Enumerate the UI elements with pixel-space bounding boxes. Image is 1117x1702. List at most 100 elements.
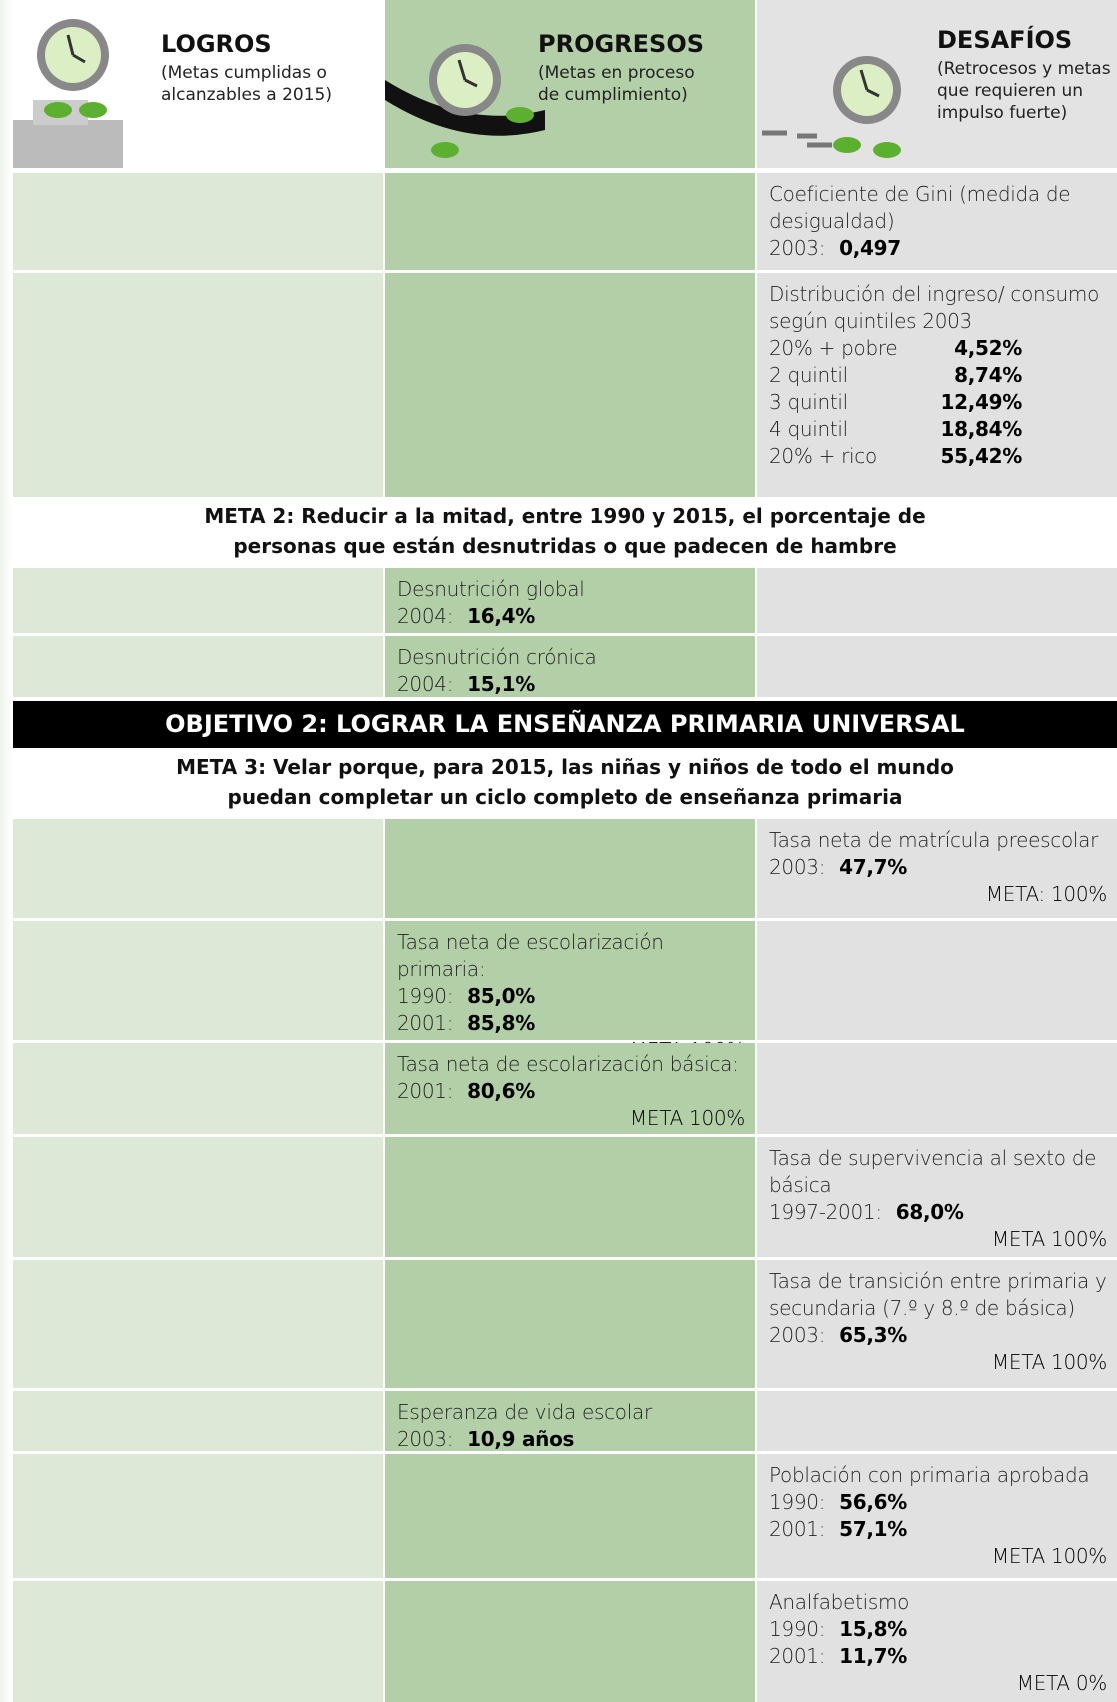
line-label: 2 quintil <box>769 363 848 387</box>
cell-desafios: Tasa de supervivencia al sexto de básica… <box>757 1137 1117 1257</box>
cell-line: META 100% <box>397 1105 745 1132</box>
line-label: Desnutrición global <box>397 577 585 601</box>
line-label: 2001: <box>397 1011 454 1035</box>
cell-logros <box>13 1581 383 1702</box>
table-row: Población con primaria aprobada 1990: 56,6… <box>13 1454 1117 1578</box>
line-value: 57,1% <box>839 1517 908 1541</box>
cell-progresos <box>385 1581 755 1702</box>
cell-line: 2001: 80,6% <box>397 1078 745 1105</box>
cell-line: Tasa de transición entre primaria y secu… <box>769 1268 1107 1322</box>
cell-desafios <box>757 568 1117 633</box>
cell-line: Tasa neta de escolarización básica: <box>397 1051 745 1078</box>
cell-line: 2001: 11,7% <box>769 1643 1107 1670</box>
header-progresos: PROGRESOS (Metas en proceso de cumplimie… <box>385 0 755 168</box>
line-value: 10,9 años <box>467 1427 575 1451</box>
line-label: 2004: <box>397 672 454 696</box>
line-value: 55,42% <box>940 444 1022 468</box>
line-label: Tasa neta de escolarización primaria: <box>397 930 664 981</box>
objective-bar: OBJETIVO 2: LOGRAR LA ENSEÑANZA PRIMARIA… <box>13 701 1117 748</box>
header: LOGROS (Metas cumplidas o alcanzables a … <box>13 0 1117 170</box>
cell-progresos: Desnutrición global 2004: 16,4% <box>385 568 755 633</box>
line-label: 2001: <box>397 1079 454 1103</box>
line-label: 1997-2001: <box>769 1200 882 1224</box>
column-title: DESAFÍOS <box>937 26 1073 54</box>
cell-line: META 0% <box>769 1670 1108 1697</box>
cell-line: META 100% <box>769 1543 1107 1570</box>
line-value: 18,84% <box>940 417 1022 441</box>
line-value: 47,7% <box>839 855 908 879</box>
line-label: 1990: <box>769 1617 826 1641</box>
cell-line: Desnutrición crónica <box>397 644 745 671</box>
cell-desafios <box>757 1043 1117 1134</box>
line-label: Tasa neta de matrícula preescolar <box>769 828 1099 852</box>
cell-logros <box>13 1137 383 1257</box>
line-value: 15,1% <box>467 672 536 696</box>
line-label: Distribución del ingreso/ consumo según … <box>769 282 1100 333</box>
cell-line: 3 quintil 12,49% <box>769 389 1107 416</box>
cell-progresos: Esperanza de vida escolar 2003: 10,9 años <box>385 1391 755 1451</box>
line-value: 68,0% <box>895 1200 964 1224</box>
line-label: 2001: <box>769 1644 826 1668</box>
cell-line: 2003: 47,7% <box>769 854 1107 881</box>
header-logros: LOGROS (Metas cumplidas o alcanzables a … <box>13 0 383 168</box>
meta-target: META 100% <box>629 1106 745 1130</box>
table-row: Coeficiente de Gini (medida de desiguald… <box>13 173 1117 270</box>
table-row: Desnutrición crónica 2004: 15,1% <box>13 636 1117 697</box>
meta-target: META 0% <box>1016 1671 1108 1695</box>
line-label: Analfabetismo <box>769 1590 910 1614</box>
line-label: 3 quintil <box>769 390 848 414</box>
icon <box>385 44 545 158</box>
cell-line: 20% + rico 55,42% <box>769 443 1107 470</box>
cell-line: Tasa neta de escolarización primaria: <box>397 929 745 983</box>
line-value: 0,497 <box>839 236 901 260</box>
line-value: 85,8% <box>467 1011 536 1035</box>
cell-logros <box>13 819 383 918</box>
line-label: 2003: <box>397 1427 454 1451</box>
table-row: Esperanza de vida escolar 2003: 10,9 años <box>13 1391 1117 1451</box>
line-label: Coeficiente de Gini (medida de desiguald… <box>769 182 1071 233</box>
table-row: Desnutrición global 2004: 16,4% <box>13 568 1117 633</box>
line-label: 20% + pobre <box>769 336 898 360</box>
cell-line: 1990: 15,8% <box>769 1616 1107 1643</box>
line-value: 4,52% <box>954 336 1022 360</box>
cell-line: Población con primaria aprobada <box>769 1462 1107 1489</box>
table-row: Tasa de supervivencia al sexto de básica… <box>13 1137 1117 1257</box>
cell-logros <box>13 1043 383 1134</box>
cell-line: META 100% <box>769 1349 1107 1376</box>
cell-line: 1997-2001: 68,0% <box>769 1199 1107 1226</box>
meta-target: META 100% <box>991 1544 1107 1568</box>
cell-line: 2 quintil 8,74% <box>769 362 1107 389</box>
line-label: 2004: <box>397 604 454 628</box>
icon <box>13 19 123 168</box>
line-value: 12,49% <box>940 390 1022 414</box>
cell-line: Distribución del ingreso/ consumo según … <box>769 281 1107 335</box>
cell-line: 2003: 10,9 años <box>397 1426 745 1453</box>
cell-progresos <box>385 173 755 270</box>
line-label: 2001: <box>769 1517 826 1541</box>
line-label: 2003: <box>769 855 826 879</box>
cell-line: META: 100% <box>769 881 1107 908</box>
line-value: 65,3% <box>839 1323 908 1347</box>
cell-desafios <box>757 636 1117 697</box>
cell-progresos <box>385 1260 755 1388</box>
line-label: Esperanza de vida escolar <box>397 1400 652 1424</box>
cell-logros <box>13 568 383 633</box>
line-label: 1990: <box>397 984 454 1008</box>
table: LOGROS (Metas cumplidas o alcanzables a … <box>13 0 1117 1702</box>
line-value: 15,8% <box>839 1617 908 1641</box>
column-subtitle: (Metas cumplidas o alcanzables a 2015) <box>161 63 332 105</box>
icon <box>762 56 901 158</box>
cell-desafios <box>757 1391 1117 1451</box>
cell-line: 1990: 56,6% <box>769 1489 1107 1516</box>
header-desafios: DESAFÍOS (Retrocesos y metas que requier… <box>757 0 1117 168</box>
cell-desafios: Población con primaria aprobada 1990: 56,6… <box>757 1454 1117 1578</box>
cell-line: 2003: 65,3% <box>769 1322 1107 1349</box>
cell-logros <box>13 921 383 1040</box>
cell-progresos: Desnutrición crónica 2004: 15,1% <box>385 636 755 697</box>
table-row: Distribución del ingreso/ consumo según … <box>13 273 1117 497</box>
table-row: Tasa neta de escolarización básica: 2001:… <box>13 1043 1117 1134</box>
line-label: 1990: <box>769 1490 826 1514</box>
cell-line: 2001: 85,8% <box>397 1010 745 1037</box>
cell-desafios: Distribución del ingreso/ consumo según … <box>757 273 1117 497</box>
cell-line: 2001: 57,1% <box>769 1516 1107 1543</box>
